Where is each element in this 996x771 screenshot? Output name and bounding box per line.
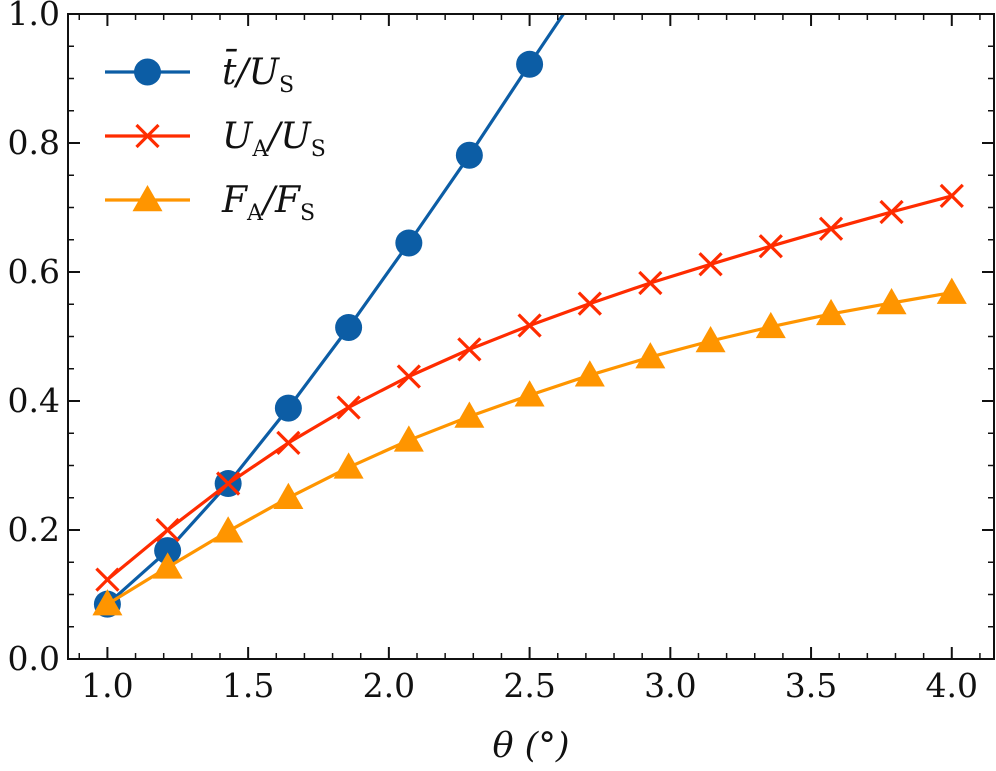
x-marker-stroke [135, 123, 160, 149]
data-point [154, 537, 182, 565]
x-marker-stroke [95, 567, 120, 592]
x-marker-stroke [758, 234, 783, 259]
legend-entry-3: FA/FS [105, 180, 315, 226]
data-point [276, 430, 301, 456]
legend-label: FA/FS [221, 180, 315, 226]
legend-marker [132, 185, 163, 212]
legend-entry-1: t̄/US [105, 49, 294, 98]
legend-label-part: U [222, 116, 254, 157]
data-point [758, 234, 783, 259]
data-point [396, 364, 421, 389]
x-tick-label: 1.0 [81, 666, 133, 705]
x-marker-stroke [276, 430, 301, 456]
data-point [395, 229, 423, 257]
data-point [216, 471, 241, 496]
series-3 [92, 277, 967, 616]
x-marker-stroke [457, 337, 482, 362]
data-point [695, 326, 726, 353]
x-tick-label: 4.0 [926, 666, 978, 705]
y-tick-label: 0.0 [8, 639, 60, 678]
x-marker-stroke [396, 364, 421, 389]
y-tick-label: 0.4 [8, 381, 60, 420]
data-point [574, 360, 605, 387]
y-tick-label: 0.6 [8, 252, 60, 291]
data-point [514, 380, 545, 407]
data-point [457, 337, 482, 362]
x-marker-stroke [939, 183, 964, 209]
legend-label: UA/US [222, 116, 326, 162]
x-tick-label: 3.5 [785, 666, 837, 705]
x-tick-label: 3.0 [644, 666, 696, 705]
data-point [879, 199, 904, 225]
axes-layer: 1.0 1.5 2.0 2.5 3.0 3.5 4.0 0.0 0.2 0.4 0.6 0.8 1.0 θ… [8, 0, 995, 766]
y-tick-label: 1.0 [8, 0, 60, 33]
data-point [816, 298, 847, 326]
data-point [274, 394, 302, 422]
data-point [455, 141, 483, 169]
x-marker-stroke [336, 395, 361, 420]
data-point [152, 552, 183, 579]
data-point [818, 216, 844, 241]
data-point [517, 313, 542, 338]
x-marker-stroke [879, 199, 904, 225]
x-axis-label: θ (°) [492, 726, 569, 766]
data-point [333, 452, 364, 479]
legend-label-subscript: A [251, 137, 269, 162]
y-tick-label: 0.8 [8, 123, 60, 162]
legend-label-subscript: S [300, 201, 315, 226]
data-point [577, 291, 602, 316]
data-point [939, 183, 964, 209]
x-tick-label: 2.0 [363, 666, 415, 705]
x-marker-stroke [638, 270, 663, 296]
x-tick-label: 2.5 [503, 666, 555, 705]
legend-marker [134, 58, 161, 86]
x-marker-stroke [698, 252, 723, 277]
data-point [393, 425, 424, 452]
data-point [635, 342, 666, 369]
legend-label-part: F [221, 180, 249, 221]
legend-label-part: /F [260, 180, 302, 221]
legend-entry-2: UA/US [105, 116, 326, 162]
x-marker-stroke [155, 517, 180, 543]
legend-label-subscript: A [246, 201, 264, 226]
data-point [273, 482, 304, 509]
legend-label: t̄/US [222, 49, 294, 98]
x-tick-label: 1.5 [222, 666, 274, 705]
legend-label-subscript: S [279, 73, 294, 98]
data-point [936, 277, 967, 304]
data-point [638, 270, 663, 296]
data-point [876, 287, 907, 315]
data-point [698, 252, 723, 277]
series-2 [95, 183, 964, 592]
legend-label-subscript: S [311, 137, 326, 162]
x-marker-stroke [517, 313, 542, 338]
x-marker-stroke [577, 291, 602, 316]
x-marker-stroke [216, 471, 241, 496]
legend-label-part: /U [265, 116, 312, 157]
x-marker-stroke [818, 216, 844, 241]
data-point [336, 395, 361, 420]
data-point [516, 50, 544, 78]
data-point [95, 567, 120, 592]
y-tick-label: 0.2 [8, 510, 60, 549]
legend-marker [135, 123, 160, 149]
legend-label-part: t̄/U [222, 49, 281, 93]
data-point [755, 311, 786, 339]
series-layer [92, 14, 967, 618]
data-point [92, 589, 123, 616]
data-point [155, 517, 180, 543]
data-point [213, 516, 244, 543]
data-point [335, 313, 363, 341]
data-point [454, 401, 485, 428]
